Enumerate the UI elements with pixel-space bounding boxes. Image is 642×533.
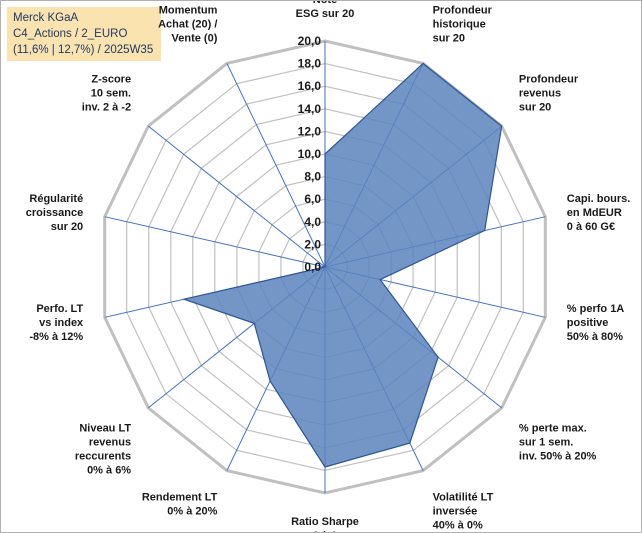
- category-label-line: 50% à 80%: [567, 331, 623, 343]
- category-label-line: Achat (20) /: [158, 19, 217, 31]
- category-label: Volatilité LT inversée 40% à 0%: [433, 491, 494, 531]
- category-label: Note ESG sur 20: [296, 1, 355, 20]
- category-label-line: 0% à 6%: [87, 465, 131, 477]
- category-label: Ratio Sharpe 0 à 1: [291, 516, 359, 532]
- category-label-line: Z-score: [91, 73, 131, 85]
- tick-label: 20,0: [298, 34, 322, 48]
- category-label-line: reccurents: [75, 451, 131, 463]
- category-label-line: 0% à 20%: [167, 505, 217, 517]
- tick-label: 6,0: [304, 192, 321, 206]
- category-label-line: 40% à 0%: [433, 519, 483, 531]
- tick-label: 0,0: [304, 260, 321, 274]
- category-label-line: Note: [313, 1, 337, 6]
- category-label-line: sur 1 sem.: [519, 437, 573, 449]
- tick-label: 14,0: [298, 102, 322, 116]
- tick-label: 8,0: [304, 170, 321, 184]
- category-label-line: historique: [433, 19, 486, 31]
- category-label: Régularité croissance sur 20: [26, 193, 83, 233]
- category-label-line: Niveau LT: [79, 423, 131, 435]
- data-series-area: [181, 62, 503, 468]
- tick-label: 18,0: [298, 57, 322, 71]
- category-label-line: ESG sur 20: [296, 8, 355, 20]
- tick-label: 10,0: [298, 147, 322, 161]
- category-label-line: inv. 2 à -2: [82, 101, 131, 113]
- header-box: Merck KGaA C4_Actions / 2_EURO (11,6% | …: [7, 7, 161, 61]
- spoke-line: [104, 216, 326, 268]
- category-label-line: 0 à 1: [313, 530, 337, 532]
- portfolio-name: C4_Actions / 2_EURO: [13, 28, 128, 40]
- company-name: Merck KGaA: [13, 12, 79, 24]
- category-label-line: sur 20: [51, 221, 83, 233]
- category-label-line: vs index: [39, 317, 84, 329]
- tick-label: 12,0: [298, 124, 322, 138]
- category-label-line: Perfo. LT: [36, 303, 83, 315]
- category-label: % perte max. sur 1 sem. inv. 50% à 20%: [519, 423, 597, 463]
- category-label-line: Rendement LT: [142, 491, 218, 503]
- category-label-line: Volatilité LT: [433, 491, 494, 503]
- category-label-line: 0 à 60 G€: [567, 221, 615, 233]
- category-label: Z-score 10 sem. inv. 2 à -2: [82, 73, 131, 113]
- spoke-line: [147, 125, 326, 268]
- spoke-line: [226, 63, 326, 268]
- category-label-line: Ratio Sharpe: [291, 516, 359, 528]
- category-label: Profondeur historique sur 20: [433, 5, 493, 45]
- category-label: Profondeur revenus sur 20: [519, 73, 579, 113]
- category-label: Momentum Achat (20) / Vente (0): [158, 5, 218, 45]
- category-label-line: Capi. bours.: [567, 193, 631, 205]
- category-label-line: inv. 50% à 20%: [519, 451, 597, 463]
- category-label-line: % perte max.: [519, 423, 587, 435]
- category-label: Niveau LT revenus reccurents 0% à 6%: [75, 423, 132, 477]
- category-label-line: en MdEUR: [567, 207, 622, 219]
- category-label: % perfo 1A positive 50% à 80%: [567, 303, 625, 343]
- category-label: Rendement LT 0% à 20%: [142, 491, 218, 517]
- category-label-line: Profondeur: [433, 5, 493, 17]
- category-label-line: % perfo 1A: [567, 303, 625, 315]
- category-label-line: revenus: [89, 437, 131, 449]
- category-label-line: revenus: [519, 87, 561, 99]
- category-label-line: Vente (0): [172, 33, 218, 45]
- tick-label: 4,0: [304, 215, 321, 229]
- category-label-line: sur 20: [433, 33, 465, 45]
- category-label-line: croissance: [26, 207, 83, 219]
- category-label-line: 10 sem.: [91, 87, 131, 99]
- period-info: (11,6% | 12,7%) / 2025W35: [13, 44, 154, 56]
- tick-label: 2,0: [304, 237, 321, 251]
- category-label-line: -8% à 12%: [29, 331, 83, 343]
- category-label-line: sur 20: [519, 101, 551, 113]
- category-label-line: Régularité: [29, 193, 83, 205]
- category-label: Capi. bours. en MdEUR 0 à 60 G€: [567, 193, 631, 233]
- category-label-line: positive: [567, 317, 609, 329]
- tick-label: 16,0: [298, 79, 322, 93]
- category-label-line: inversée: [433, 505, 478, 517]
- category-label: Perfo. LT vs index -8% à 12%: [29, 303, 84, 343]
- category-label-line: Profondeur: [519, 73, 579, 85]
- category-label-line: Momentum: [159, 5, 218, 17]
